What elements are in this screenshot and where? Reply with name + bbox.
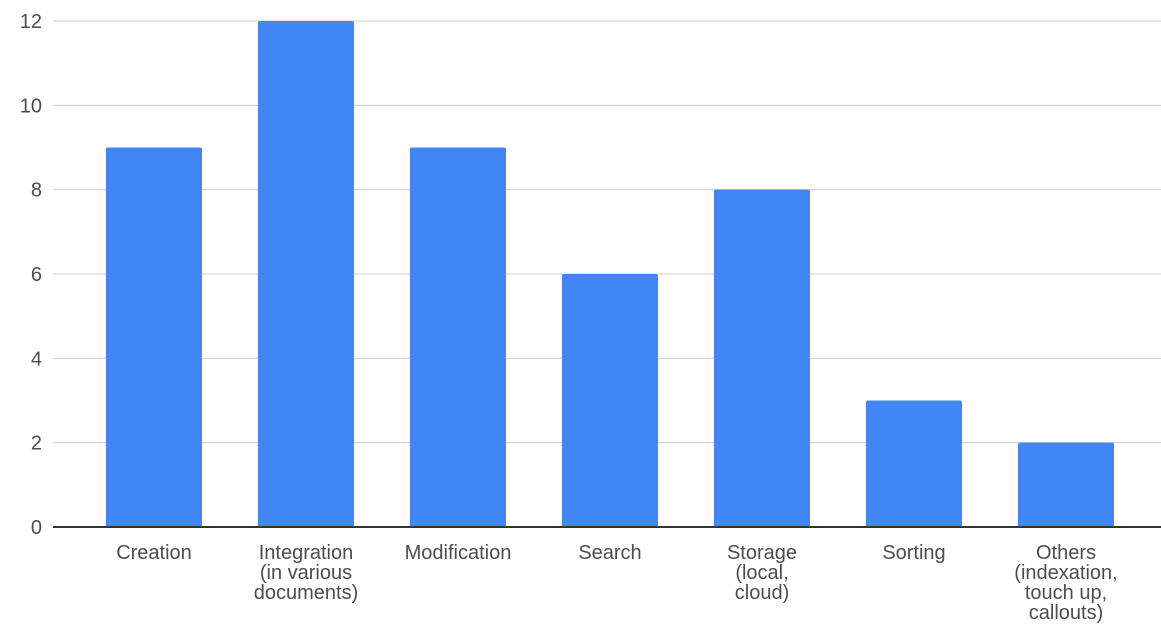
x-tick-label: Sorting xyxy=(882,542,945,564)
x-tick-label: Others (indexation, touch up, callouts) xyxy=(1014,542,1117,624)
x-axis-labels: Creation Integration (in various documents)… xyxy=(116,542,1118,624)
bar xyxy=(410,147,506,527)
bar xyxy=(1018,442,1114,527)
bar xyxy=(562,274,658,527)
y-axis-ticks: 0 2 4 6 8 10 12 xyxy=(20,11,42,539)
y-tick-label: 8 xyxy=(31,180,42,202)
x-tick-label: Storage (local, cloud) xyxy=(727,542,797,604)
y-tick-label: 4 xyxy=(31,348,42,370)
bar xyxy=(106,147,202,527)
y-tick-label: 2 xyxy=(31,433,42,455)
bar xyxy=(258,21,354,527)
bars xyxy=(106,21,1114,527)
x-tick-label: Search xyxy=(578,542,641,564)
y-tick-label: 10 xyxy=(20,95,42,117)
x-tick-label: Integration (in various documents) xyxy=(254,542,359,604)
bar xyxy=(714,189,810,527)
bar xyxy=(866,400,962,527)
y-tick-label: 12 xyxy=(20,11,42,33)
x-tick-label: Creation xyxy=(116,542,192,564)
x-tick-label: Modification xyxy=(405,542,512,564)
y-tick-label: 6 xyxy=(31,264,42,286)
y-tick-label: 0 xyxy=(31,517,42,539)
